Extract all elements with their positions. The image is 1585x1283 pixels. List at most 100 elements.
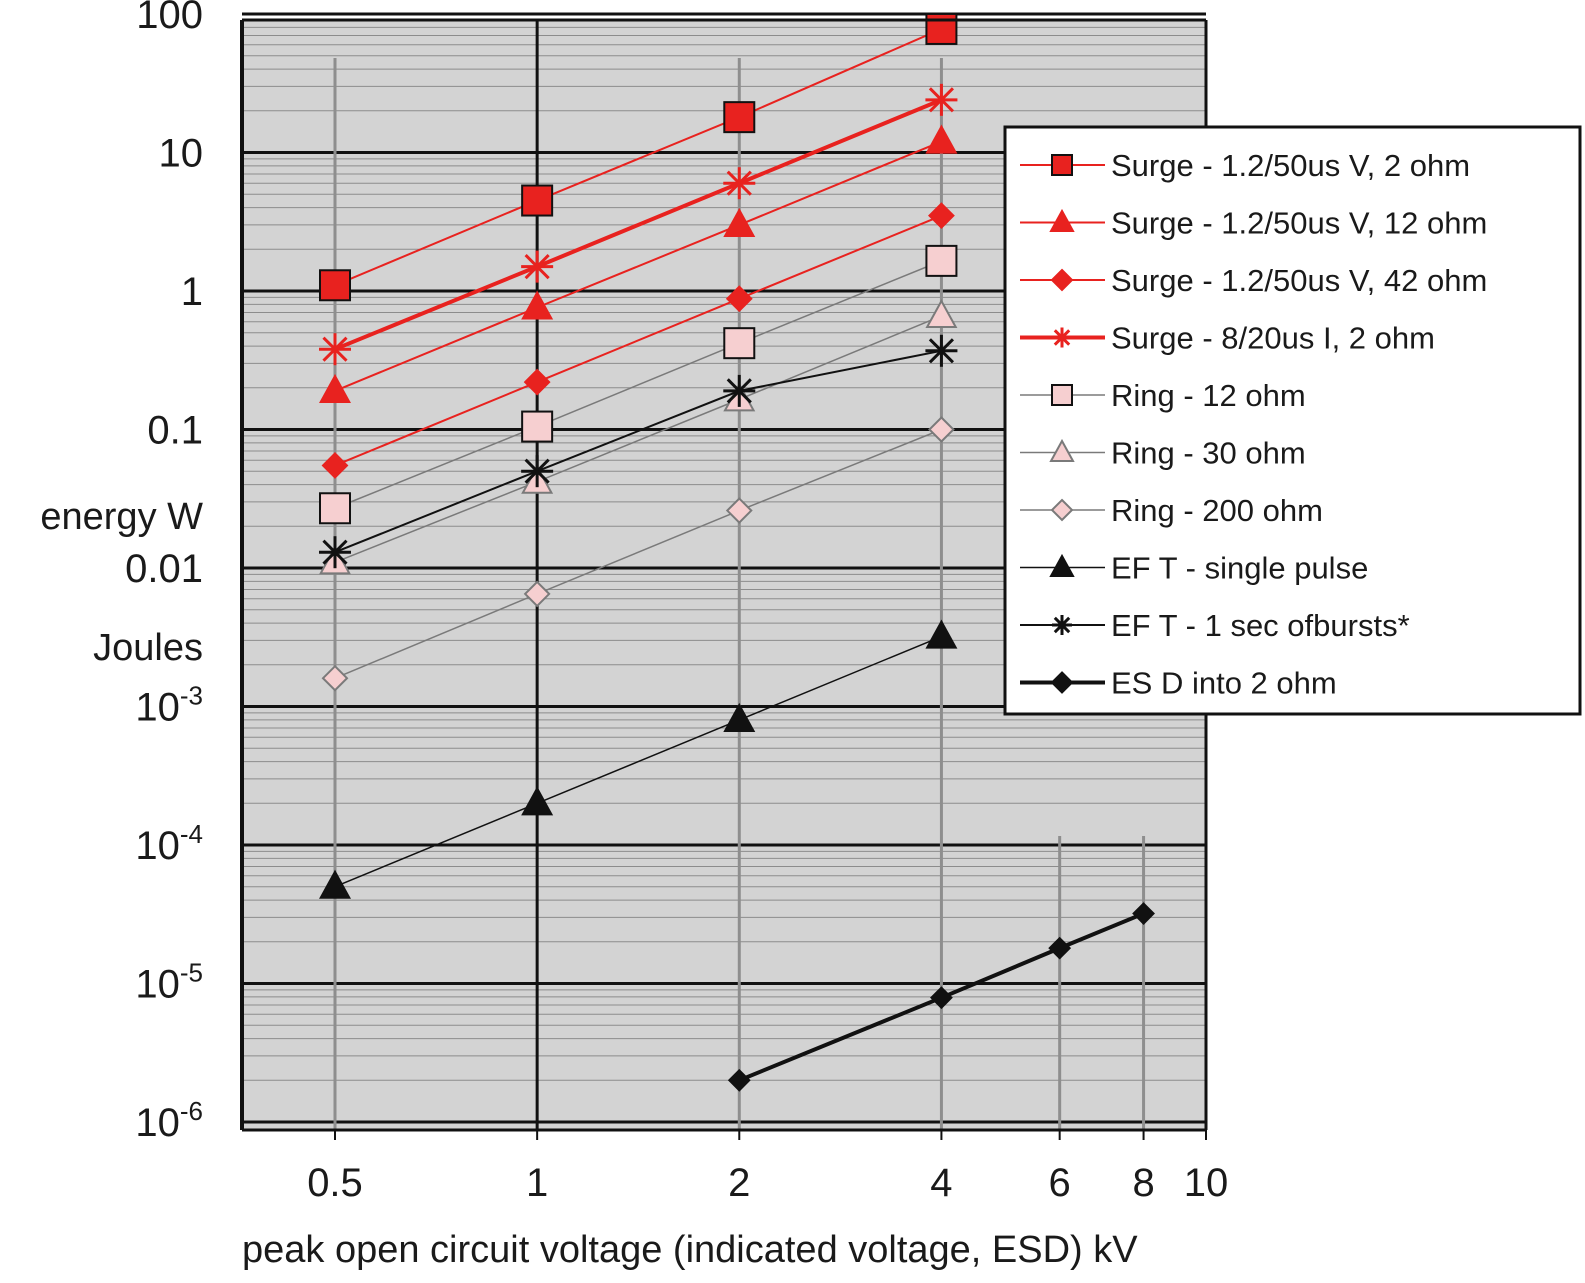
data-point bbox=[925, 124, 958, 154]
data-point bbox=[521, 184, 554, 217]
data-point bbox=[723, 327, 756, 360]
series-line bbox=[334, 214, 942, 467]
legend-marker bbox=[1050, 268, 1074, 292]
y-tick-label: 1 bbox=[181, 270, 203, 314]
series-line bbox=[334, 260, 942, 509]
legend-entry: EF T - 1 sec ofbursts* bbox=[1020, 608, 1410, 643]
data-point bbox=[928, 416, 955, 443]
data-point bbox=[319, 492, 351, 525]
legend-entry: EF T - single pulse bbox=[1020, 551, 1368, 586]
legend-label: Surge - 1.2/50us V, 12 ohm bbox=[1111, 206, 1487, 241]
series-line bbox=[334, 428, 942, 679]
y-axis-title-line-1: energy W bbox=[40, 496, 203, 538]
y-tick-label: 10-4 bbox=[135, 819, 203, 868]
legend-marker bbox=[1050, 498, 1074, 522]
y-tick-label: 0.1 bbox=[147, 409, 203, 453]
y-tick-label: 10-3 bbox=[135, 681, 203, 730]
data-point bbox=[523, 580, 551, 608]
legend-label: Surge - 1.2/50us V, 42 ohm bbox=[1111, 263, 1487, 298]
data-point bbox=[930, 986, 953, 1010]
legend-entry: ES D into 2 ohm bbox=[1020, 666, 1337, 701]
legend-label: Ring - 200 ohm bbox=[1111, 493, 1323, 528]
legend-label: Ring - 30 ohm bbox=[1111, 436, 1306, 471]
legend-label: Surge - 1.2/50us V, 2 ohm bbox=[1111, 148, 1470, 183]
series-2 bbox=[319, 124, 958, 403]
data-point bbox=[925, 12, 958, 45]
data-point bbox=[319, 869, 351, 899]
legend-marker bbox=[1052, 615, 1072, 635]
y-axis-title-line-2: Joules bbox=[93, 627, 203, 669]
data-point bbox=[925, 83, 958, 116]
series-line bbox=[738, 911, 1145, 1083]
series-line bbox=[334, 635, 942, 888]
data-point bbox=[521, 250, 554, 283]
y-tick-label: 100 bbox=[136, 0, 203, 37]
legend-marker bbox=[1052, 327, 1072, 348]
data-point bbox=[725, 285, 753, 313]
y-tick-label: 10-6 bbox=[135, 1096, 203, 1145]
data-point bbox=[521, 410, 554, 443]
data-point bbox=[319, 333, 351, 366]
x-tick-label: 6 bbox=[1049, 1161, 1071, 1205]
legend-label: Surge - 8/20us I, 2 ohm bbox=[1111, 321, 1435, 356]
data-point bbox=[925, 244, 958, 277]
data-point bbox=[319, 269, 351, 302]
data-point bbox=[723, 207, 756, 237]
legend-entry: Surge - 8/20us I, 2 ohm bbox=[1020, 321, 1435, 356]
data-point bbox=[727, 1068, 751, 1092]
series-line bbox=[334, 97, 943, 352]
x-tick-label: 2 bbox=[728, 1161, 750, 1205]
data-point bbox=[521, 455, 554, 488]
legend-entry: Surge - 1.2/50us V, 42 ohm bbox=[1020, 263, 1487, 298]
data-point bbox=[321, 664, 349, 692]
series-9 bbox=[319, 334, 958, 569]
series-4 bbox=[319, 83, 958, 366]
x-tick-label: 1 bbox=[526, 1161, 548, 1205]
legend-label: EF T - 1 sec ofbursts* bbox=[1111, 608, 1410, 643]
legend-entry: Ring - 12 ohm bbox=[1020, 378, 1306, 413]
y-tick-label: 10-5 bbox=[135, 958, 203, 1007]
data-point bbox=[521, 786, 554, 816]
legend-marker bbox=[1050, 671, 1074, 694]
data-point bbox=[925, 334, 958, 367]
series-line bbox=[334, 349, 942, 554]
x-tick-label: 10 bbox=[1184, 1161, 1229, 1205]
series-5 bbox=[319, 244, 958, 525]
series-line bbox=[334, 315, 942, 563]
data-point bbox=[925, 298, 958, 329]
legend-entry: Ring - 30 ohm bbox=[1020, 436, 1306, 471]
y-tick-label: 0.01 bbox=[125, 547, 203, 591]
data-point bbox=[1132, 902, 1155, 925]
data-point bbox=[723, 702, 756, 732]
x-tick-label: 4 bbox=[930, 1161, 952, 1205]
data-point bbox=[928, 202, 955, 230]
data-point bbox=[319, 536, 351, 569]
x-tick-label: 0.5 bbox=[307, 1161, 363, 1205]
data-point bbox=[925, 619, 958, 649]
y-tick-label: 10 bbox=[159, 132, 204, 176]
legend-entry: Surge - 1.2/50us V, 12 ohm bbox=[1020, 206, 1487, 241]
legend-entry: Surge - 1.2/50us V, 2 ohm bbox=[1020, 148, 1470, 183]
x-axis-title: peak open circuit voltage (indicated vol… bbox=[242, 1229, 1138, 1271]
data-point bbox=[523, 368, 551, 396]
series-3 bbox=[321, 202, 955, 479]
series-7 bbox=[321, 416, 955, 692]
data-point bbox=[725, 497, 753, 524]
data-point bbox=[319, 373, 351, 403]
series-10 bbox=[727, 902, 1155, 1092]
legend-marker bbox=[1049, 553, 1075, 577]
series-line bbox=[334, 140, 942, 392]
legend-label: EF T - single pulse bbox=[1111, 551, 1368, 586]
legend-label: ES D into 2 ohm bbox=[1111, 666, 1337, 701]
legend-box bbox=[1003, 125, 1582, 716]
data-point bbox=[321, 452, 349, 479]
data-point bbox=[723, 101, 756, 134]
x-tick-label: 8 bbox=[1132, 1161, 1154, 1205]
series-line bbox=[334, 28, 942, 287]
legend-entry: Ring - 200 ohm bbox=[1020, 493, 1323, 528]
data-point bbox=[1048, 936, 1072, 960]
legend-marker bbox=[1049, 208, 1075, 232]
series-8 bbox=[319, 619, 958, 899]
legend-marker bbox=[1051, 384, 1073, 406]
